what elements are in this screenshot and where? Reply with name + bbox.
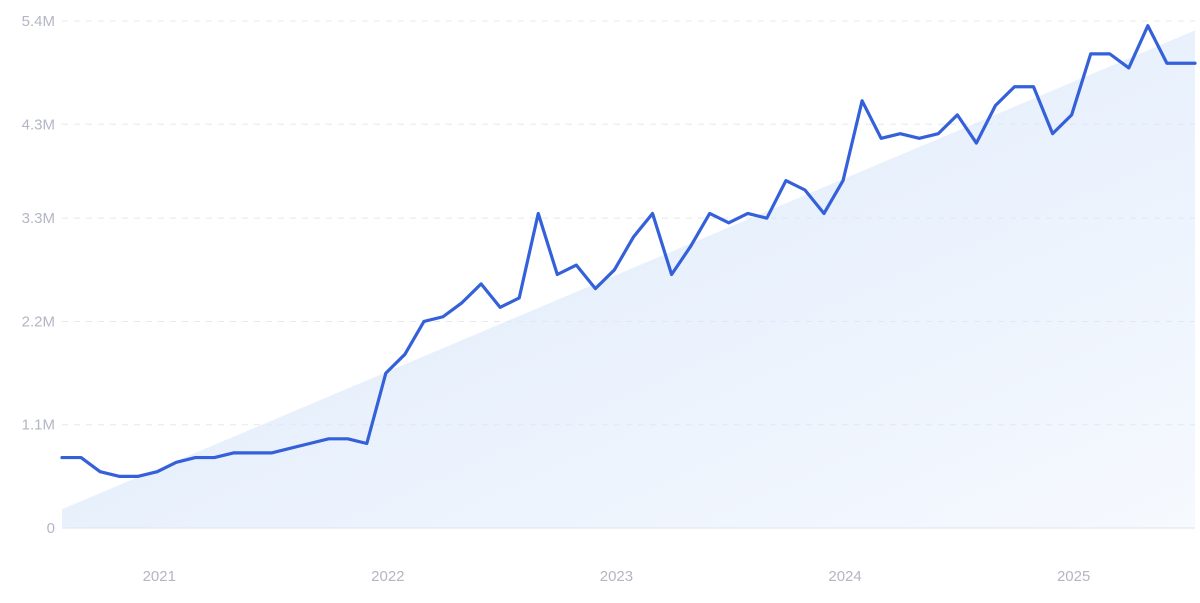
y-tick-label: 2.2M bbox=[22, 313, 55, 330]
x-axis-ticks: 2021 2022 2023 2024 2025 bbox=[143, 568, 1091, 585]
x-tick-label: 2025 bbox=[1057, 568, 1090, 585]
y-tick-label: 1.1M bbox=[22, 417, 55, 434]
trend-area-fill bbox=[62, 30, 1195, 529]
series-lines bbox=[60, 24, 1197, 478]
x-tick-label: 2023 bbox=[600, 568, 633, 585]
x-tick-label: 2021 bbox=[143, 568, 176, 585]
y-tick-label: 3.3M bbox=[22, 210, 55, 227]
y-axis-ticks: 0 1.1M 2.2M 3.3M 4.3M 5.4M bbox=[22, 13, 55, 537]
y-tick-label: 4.3M bbox=[22, 116, 55, 133]
y-tick-label: 0 bbox=[47, 520, 55, 537]
series-line bbox=[60, 24, 1197, 478]
trend-area bbox=[62, 30, 1195, 529]
x-tick-label: 2022 bbox=[371, 568, 404, 585]
x-tick-label: 2024 bbox=[828, 568, 861, 585]
y-tick-label: 5.4M bbox=[22, 13, 55, 30]
